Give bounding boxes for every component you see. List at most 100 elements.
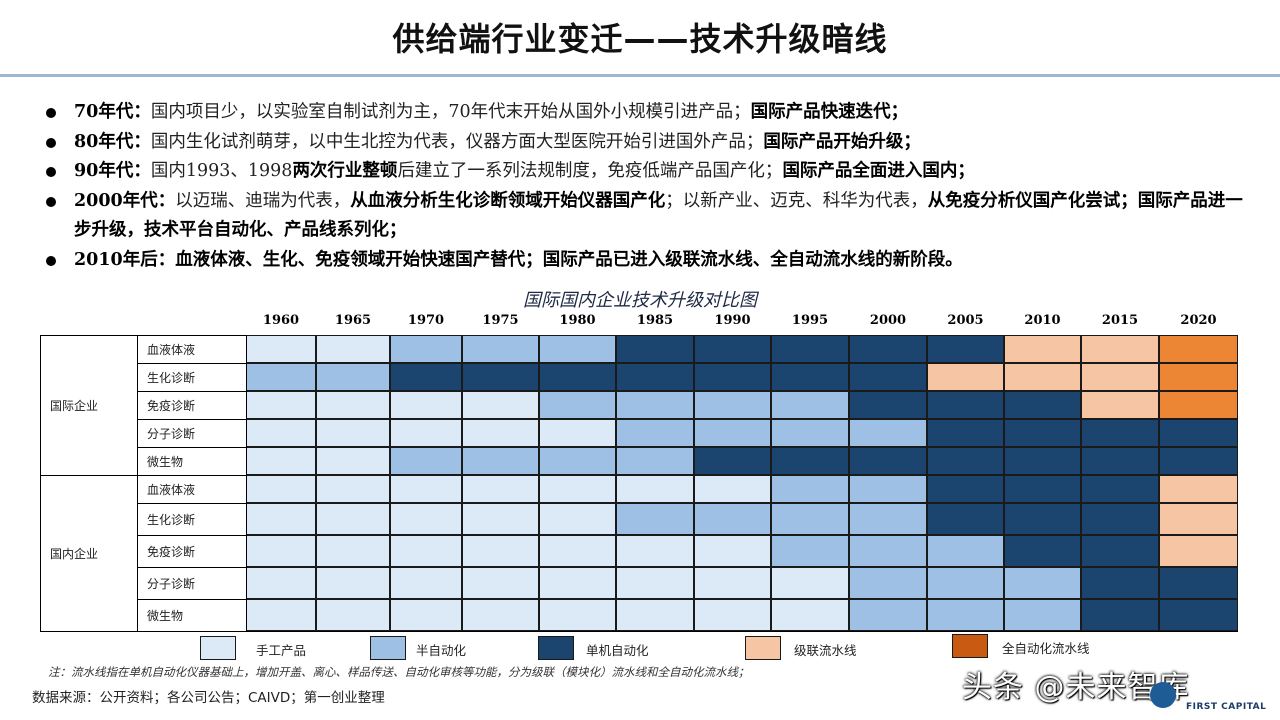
heatmap-cell: [1081, 535, 1159, 567]
heatmap-cell: [1159, 599, 1238, 631]
heatmap-cell: [616, 535, 694, 567]
heatmap-cell: [771, 391, 849, 419]
heatmap-cell: [462, 335, 539, 363]
heatmap-cell: [771, 567, 849, 599]
bullet-dot-icon: [46, 167, 56, 177]
bullet-item: 2000年代：以迈瑞、迪瑞为代表，从血液分析生化诊断领域开始仪器国产化；以新产业…: [42, 187, 1252, 246]
heatmap-cell: [849, 391, 927, 419]
heatmap-cell: [849, 535, 927, 567]
heatmap-cell: [316, 391, 390, 419]
bullet-text: 国际产品开始升级；: [763, 131, 921, 152]
heatmap-cell: [1081, 363, 1159, 391]
heatmap-cell: [539, 419, 616, 447]
heatmap-cell: [927, 567, 1004, 599]
heatmap-cell: [462, 535, 539, 567]
heatmap-cell: [1159, 363, 1238, 391]
legend-swatch: [370, 636, 406, 660]
heatmap-cell: [1159, 535, 1238, 567]
legend-swatch: [538, 636, 574, 660]
heatmap-cell: [1004, 567, 1081, 599]
heatmap-cell: [316, 447, 390, 475]
category-label: 微生物: [147, 609, 184, 623]
bullet-item: 90年代：国内1993、1998两次行业整顿后建立了一系列法规制度，免疫低端产品…: [42, 157, 1252, 187]
heatmap-cell: [462, 475, 539, 503]
heatmap-cell: [1004, 419, 1081, 447]
heatmap-cell: [1081, 599, 1159, 631]
bullet-dot-icon: [46, 137, 56, 148]
heatmap-cell: [694, 447, 771, 475]
bullet-dot-icon: [46, 255, 56, 266]
year-label: 1990: [714, 313, 751, 328]
heatmap-cell: [246, 599, 316, 631]
heatmap-cell: [1159, 447, 1238, 475]
year-label: 2015: [1101, 313, 1139, 328]
heatmap-cell: [927, 335, 1004, 363]
heatmap-cell: [246, 535, 316, 567]
bullet-text: 以迈瑞、迪瑞为代表，: [175, 190, 351, 211]
heatmap-cell: [1159, 567, 1238, 599]
bullet-text: 从血液分析生化诊断领域开始仪器国产化: [350, 190, 666, 211]
heatmap-cell: [1159, 475, 1238, 503]
heatmap-cell: [1004, 599, 1081, 631]
heatmap-cell: [390, 363, 462, 391]
heatmap-cell: [390, 391, 462, 419]
bullet-text: 国内项目少，以实验室自制试剂为主，70年代末开始从国外小规模引进产品；: [150, 102, 751, 122]
bullet-text: 国内1993、1998: [150, 161, 293, 181]
heatmap-cell: [1159, 335, 1238, 363]
bullet-dot-icon: [46, 196, 56, 207]
heatmap-cell: [616, 335, 694, 363]
heatmap-cell: [1159, 391, 1238, 419]
heatmap-cell: [1004, 447, 1081, 475]
heatmap-cell: [849, 363, 927, 391]
heatmap-cell: [771, 335, 849, 363]
heatmap-cell: [849, 447, 927, 475]
heatmap-cell: [539, 535, 616, 567]
heatmap-cell: [616, 567, 694, 599]
heatmap-cell: [1004, 363, 1081, 391]
category-label: 分子诊断: [147, 577, 196, 591]
heatmap-cell: [1004, 335, 1081, 363]
year-label: 1970: [407, 313, 445, 328]
group-label: 国内企业: [50, 547, 99, 561]
bullet-text: 2010年后：: [74, 249, 176, 270]
year-label: 1985: [636, 313, 674, 328]
heatmap-cell: [616, 391, 694, 419]
heatmap-cell: [849, 335, 927, 363]
row-divider: [137, 631, 1238, 632]
category-label: 分子诊断: [147, 427, 196, 441]
heatmap-cell: [539, 599, 616, 631]
heatmap-cell: [539, 335, 616, 363]
heatmap-cell: [316, 419, 390, 447]
heatmap-cell: [539, 567, 616, 599]
heatmap-cell: [316, 363, 390, 391]
first-capital-logo-icon: [1150, 682, 1176, 708]
heatmap-cell: [616, 363, 694, 391]
category-label: 生化诊断: [147, 513, 196, 527]
heatmap-cell: [927, 419, 1004, 447]
heatmap-cell: [694, 475, 771, 503]
heatmap-cell: [246, 447, 316, 475]
heatmap-cell: [462, 447, 539, 475]
bullet-text: 血液体液、生化、免疫领域开始快速国产替代；国际产品已进入级联流水线、全自动流水线…: [175, 249, 963, 270]
legend-label: 全自动化流水线: [1002, 641, 1090, 656]
legend-label: 单机自动化: [586, 643, 649, 658]
heatmap-cell: [849, 567, 927, 599]
heatmap-cell: [616, 503, 694, 535]
heatmap-cell: [849, 599, 927, 631]
bullet-text: 从免疫分析仪国产化尝试；: [927, 190, 1138, 211]
heatmap-cell: [694, 391, 771, 419]
bullet-text: 90年代：: [74, 161, 151, 181]
chart-title: 国际国内企业技术升级对比图: [523, 290, 757, 311]
year-label: 1960: [262, 313, 300, 328]
legend-swatch: [200, 636, 236, 660]
heatmap-cell: [316, 475, 390, 503]
title-divider: [0, 74, 1280, 77]
heatmap-cell: [616, 447, 694, 475]
bullet-text: 两次行业整顿: [292, 161, 398, 181]
heatmap-cell: [771, 363, 849, 391]
year-label: 1975: [482, 313, 519, 328]
category-label: 免疫诊断: [147, 545, 196, 559]
legend-label: 手工产品: [256, 643, 307, 658]
category-label: 血液体液: [147, 343, 196, 357]
legend-swatch: [952, 634, 988, 658]
